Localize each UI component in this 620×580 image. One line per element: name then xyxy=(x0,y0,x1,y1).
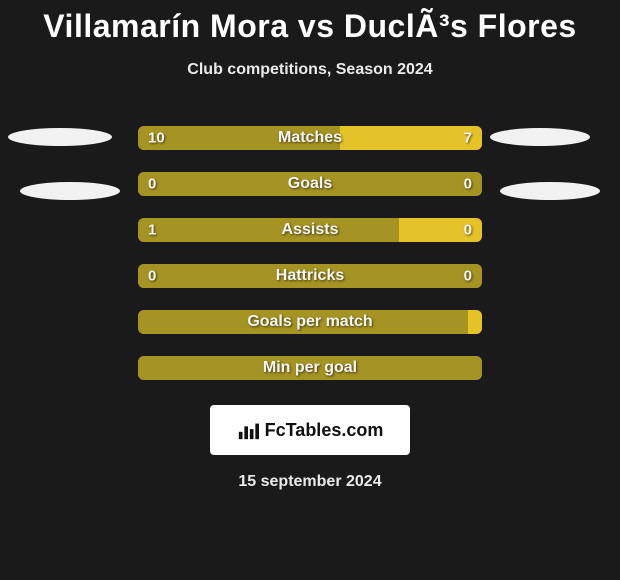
stat-value-right: 0 xyxy=(464,176,472,193)
stat-bar: Min per goal xyxy=(138,356,482,380)
team-ellipse-left xyxy=(8,128,112,146)
stat-value-left: 1 xyxy=(148,222,156,239)
date-label: 15 september 2024 xyxy=(0,473,620,491)
stat-label: Hattricks xyxy=(276,267,344,285)
logo-box: FcTables.com xyxy=(210,405,410,455)
stat-value-left: 0 xyxy=(148,268,156,285)
comparison-chart: 107Matches00Goals10Assists00HattricksGoa… xyxy=(0,115,620,391)
stat-bar: 0 0 Goals xyxy=(138,172,482,196)
stat-row: Min per goal xyxy=(0,345,620,391)
stat-label: Min per goal xyxy=(263,359,357,377)
stat-value-left: 0 xyxy=(148,176,156,193)
stat-value-right: 0 xyxy=(464,268,472,285)
stat-value-right: 0 xyxy=(464,222,472,239)
bars-icon xyxy=(237,419,259,441)
stat-label: Matches xyxy=(278,129,342,147)
stat-bar: 10 7 Matches xyxy=(138,126,482,150)
team-ellipse-left xyxy=(20,182,120,200)
stat-row: Goals per match xyxy=(0,299,620,345)
stat-label: Assists xyxy=(282,221,339,239)
stat-row: 1 0 Assists xyxy=(0,207,620,253)
logo-text: FcTables.com xyxy=(265,420,384,441)
subtitle: Club competitions, Season 2024 xyxy=(0,61,620,79)
stat-bar: 0 0 Hattricks xyxy=(138,264,482,288)
stat-label: Goals per match xyxy=(247,313,372,331)
stat-bar: 1 0 Assists xyxy=(138,218,482,242)
stat-row: 0 0 Hattricks xyxy=(0,253,620,299)
bar-left-fill xyxy=(138,218,399,242)
bar-right-fill xyxy=(468,310,482,334)
stat-bar: Goals per match xyxy=(138,310,482,334)
stat-value-right: 7 xyxy=(464,130,472,147)
page-title: Villamarín Mora vs DuclÃ³s Flores xyxy=(0,0,620,45)
stat-value-left: 10 xyxy=(148,130,165,147)
stat-label: Goals xyxy=(288,175,332,193)
bar-right-fill xyxy=(340,126,482,150)
team-ellipse-right xyxy=(490,128,590,146)
team-ellipse-right xyxy=(500,182,600,200)
